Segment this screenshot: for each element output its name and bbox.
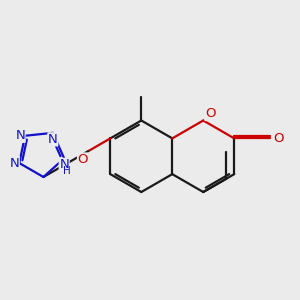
Text: N: N: [15, 129, 25, 142]
Text: O: O: [205, 107, 215, 121]
Text: O: O: [273, 132, 284, 145]
Text: N: N: [10, 157, 19, 169]
Text: N: N: [48, 133, 58, 146]
Text: N: N: [59, 158, 69, 171]
Text: O: O: [77, 153, 88, 166]
Text: H: H: [63, 166, 71, 176]
